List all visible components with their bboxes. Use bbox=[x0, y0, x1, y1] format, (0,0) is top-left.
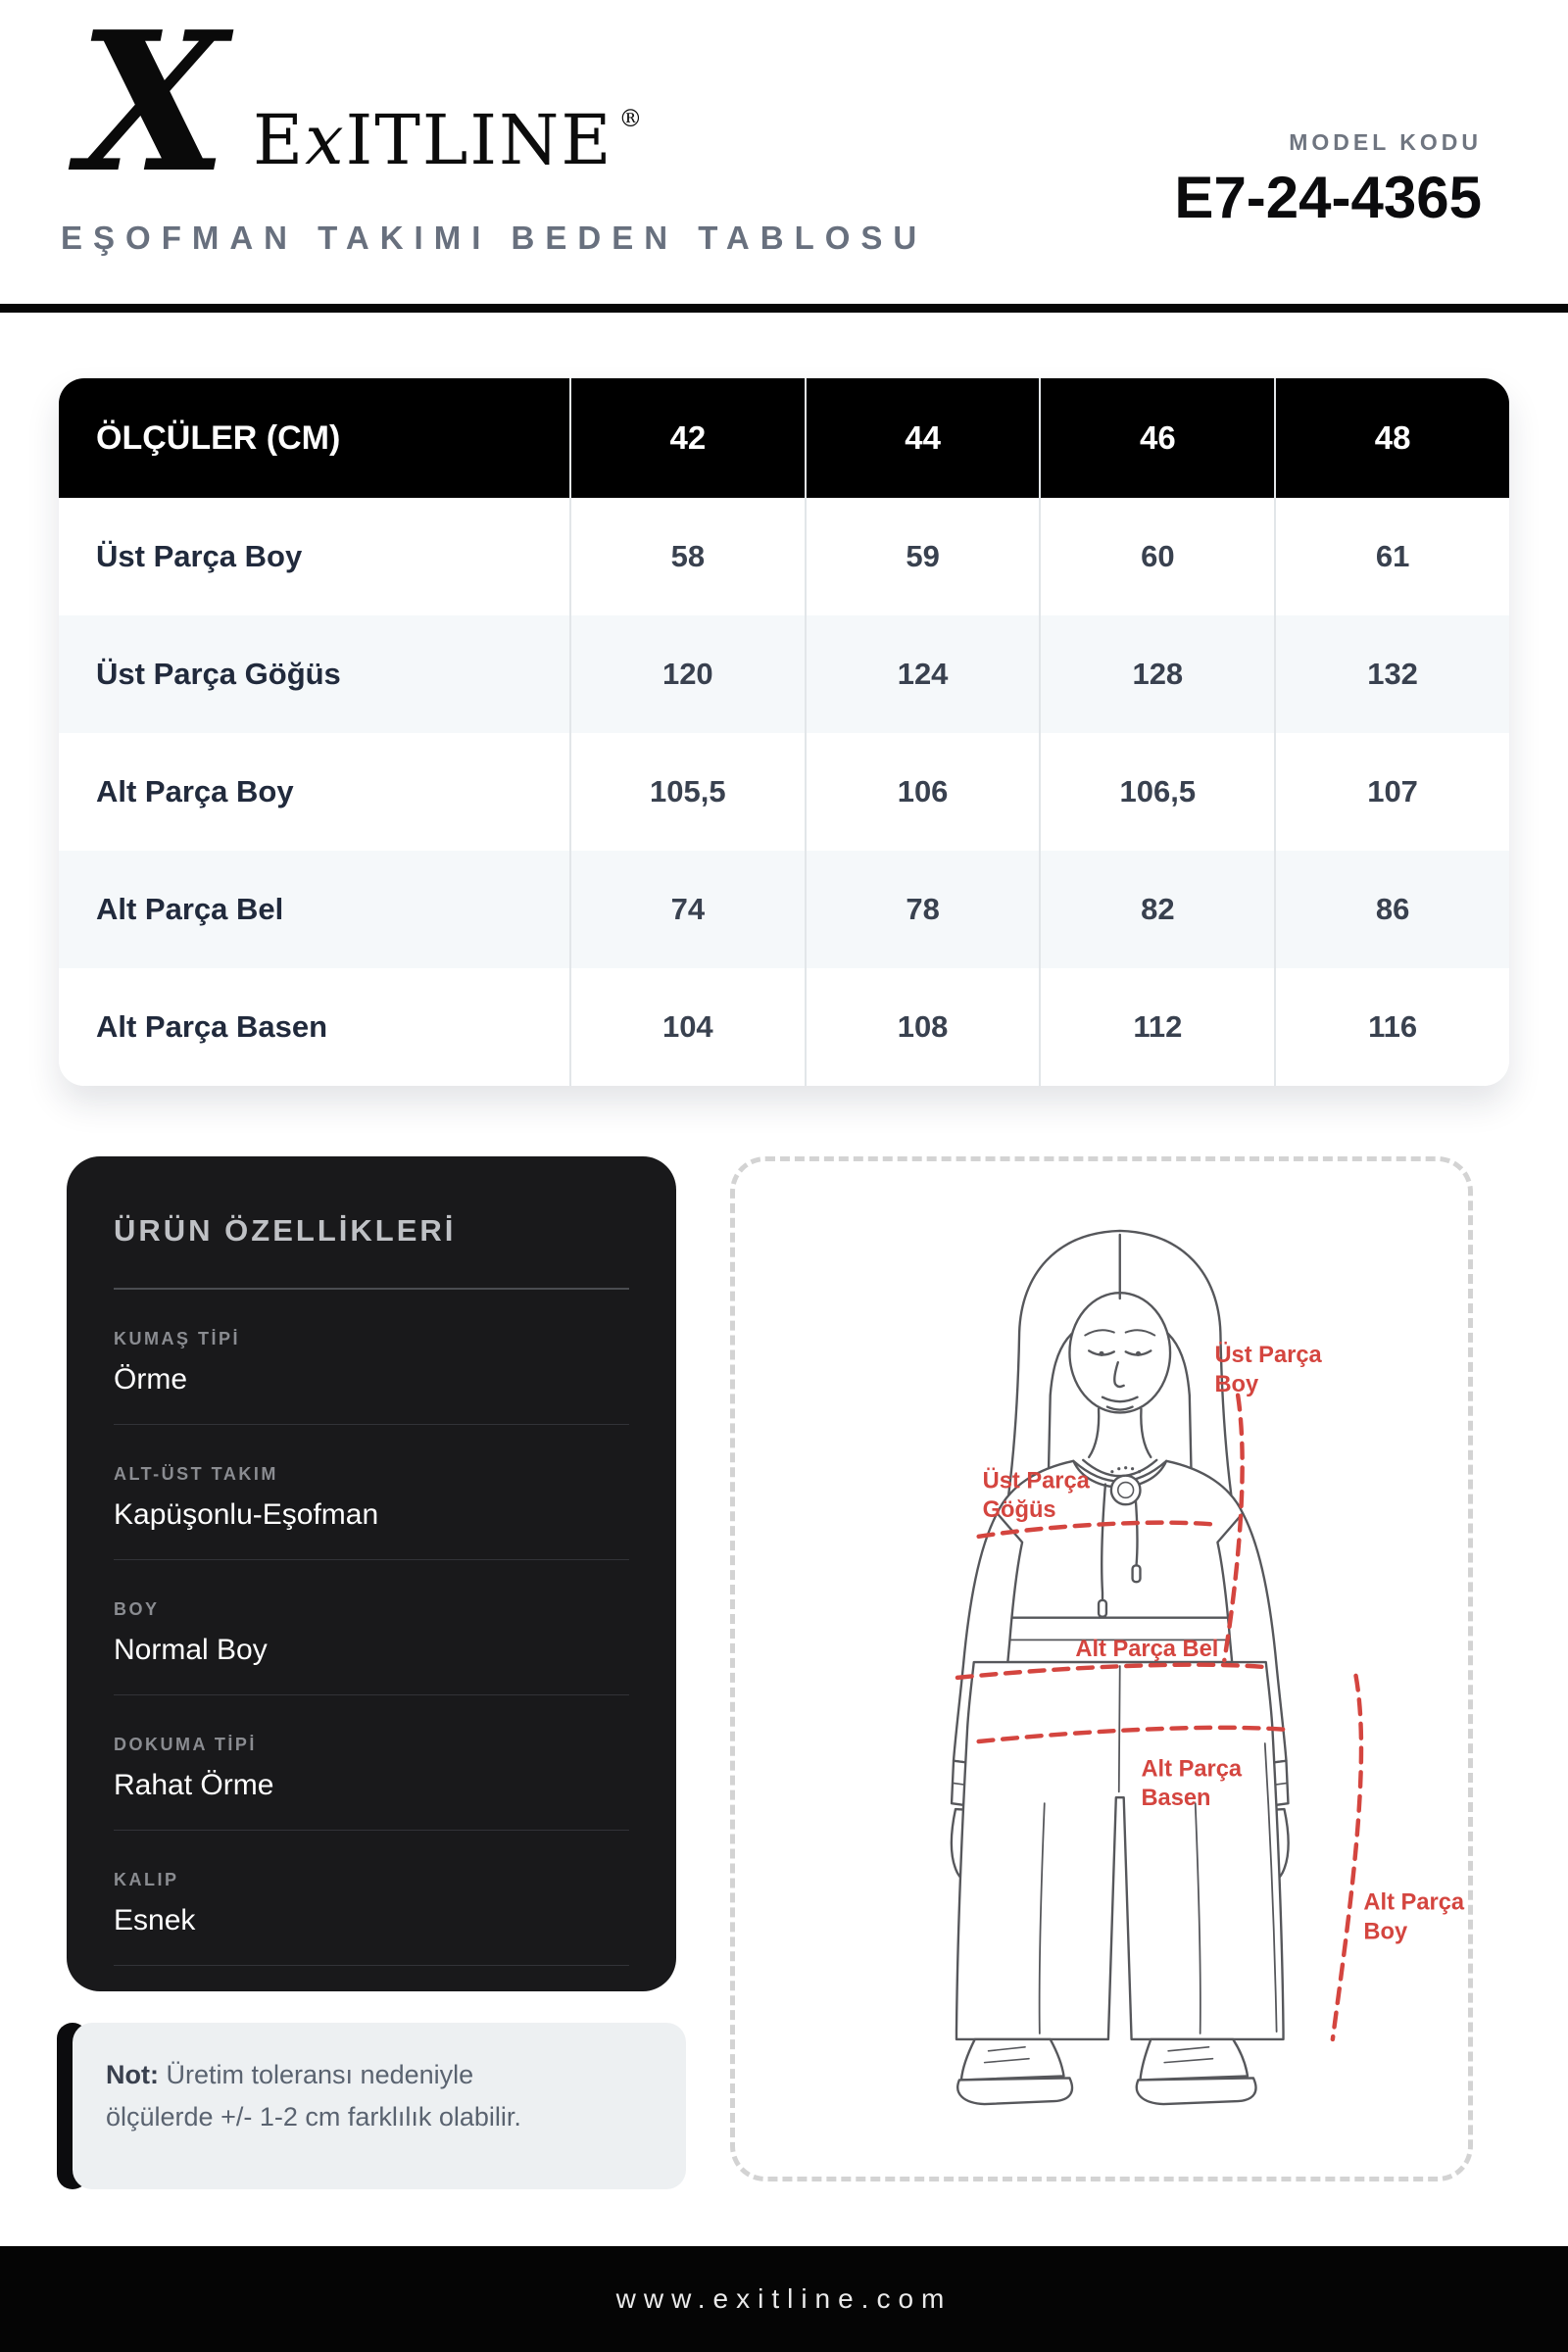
brand-logo-wordmark: ExITLINE ® bbox=[253, 84, 642, 174]
ust-parca-boy-label: Boy bbox=[1214, 1372, 1259, 1397]
note-line: ölçülerde +/- 1-2 cm farklılık olabilir. bbox=[106, 2102, 521, 2132]
website-url: www.exitline.com bbox=[615, 2283, 953, 2314]
note-prefix: Not: bbox=[106, 2060, 159, 2089]
table-row: Alt Parça Basen 104 108 112 116 bbox=[59, 968, 1509, 1086]
feature-label: ALT-ÜST TAKIM bbox=[114, 1464, 278, 1484]
row-label: Alt Parça Boy bbox=[96, 774, 294, 808]
feature-divider bbox=[114, 1559, 629, 1560]
alt-parca-basen-line bbox=[976, 1725, 1293, 1744]
header-divider bbox=[0, 304, 1568, 313]
cell-value: 60 bbox=[1039, 498, 1274, 615]
alt-parca-boy-label: Boy bbox=[1363, 1919, 1408, 1944]
logo-letter: E bbox=[253, 100, 306, 180]
ust-parca-gogus-label: Göğüs bbox=[983, 1497, 1056, 1523]
cell-value: 106 bbox=[804, 733, 1040, 851]
feature-divider bbox=[114, 1830, 629, 1831]
alt-parca-boy-line bbox=[1330, 1673, 1364, 2042]
alt-parca-bel-line bbox=[955, 1662, 1267, 1681]
product-features-panel: ÜRÜN ÖZELLİKLERİ KUMAŞ TİPİ Örme ALT-ÜST… bbox=[67, 1156, 676, 1991]
cell-value: 61 bbox=[1274, 498, 1509, 615]
tracksuit-figure-illustration: Üst Parça Boy Üst Parça Göğüs Alt Parça … bbox=[950, 1229, 1465, 2106]
table-row: Üst Parça Göğüs 120 124 128 132 bbox=[59, 615, 1509, 733]
note-body bbox=[73, 2023, 686, 2189]
model-code-value: E7-24-4365 bbox=[1174, 165, 1482, 230]
size-table: ÖLÇÜLER (CM) 42 44 46 48 Üst Parça Boy 5… bbox=[59, 378, 1509, 1086]
row-label: Alt Parça Bel bbox=[96, 892, 284, 926]
cell-value: 104 bbox=[568, 968, 805, 1086]
measurement-labels: Üst Parça Boy Üst Parça Göğüs Alt Parça … bbox=[983, 1342, 1465, 1944]
features-title: ÜRÜN ÖZELLİKLERİ bbox=[114, 1213, 457, 1248]
cell-value: 82 bbox=[1039, 851, 1274, 968]
registered-trademark-icon: ® bbox=[618, 105, 643, 132]
feature-value: Esnek bbox=[114, 1904, 196, 1936]
feature-divider bbox=[114, 1694, 629, 1695]
page-title: EŞOFMAN TAKIMI BEDEN TABLOSU bbox=[61, 220, 928, 256]
cell-value: 120 bbox=[568, 615, 805, 733]
model-code-label: MODEL KODU bbox=[1289, 129, 1482, 155]
brand-logo-x-mark: X bbox=[78, 0, 228, 216]
column-header-size: 46 bbox=[1039, 378, 1274, 498]
measurement-diagram: Üst Parça Boy Üst Parça Göğüs Alt Parça … bbox=[730, 1156, 1473, 2181]
column-header-measures: ÖLÇÜLER (CM) bbox=[96, 418, 341, 457]
table-row: Alt Parça Boy 105,5 106 106,5 107 bbox=[59, 733, 1509, 851]
note-line: Üretim toleransı nedeniyle bbox=[166, 2060, 474, 2089]
ust-parca-boy-line bbox=[1222, 1393, 1245, 1663]
row-label: Üst Parça Boy bbox=[96, 539, 303, 573]
ust-parca-boy-label: Üst Parça bbox=[1214, 1342, 1322, 1368]
cell-value: 108 bbox=[804, 968, 1040, 1086]
ust-parca-gogus-label: Üst Parça bbox=[983, 1467, 1091, 1494]
row-label: Alt Parça Basen bbox=[96, 1009, 328, 1044]
footer-bar: www.exitline.com bbox=[0, 2246, 1568, 2352]
ust-parca-gogus-line bbox=[976, 1520, 1221, 1540]
row-label: Üst Parça Göğüs bbox=[96, 657, 341, 691]
feature-label: DOKUMA TİPİ bbox=[114, 1735, 257, 1754]
alt-parca-bel-label: Alt Parça Bel bbox=[1075, 1637, 1218, 1662]
cell-value: 74 bbox=[568, 851, 805, 968]
cell-value: 86 bbox=[1274, 851, 1509, 968]
logo-letters: ITLINE bbox=[345, 100, 613, 180]
chest-emblem bbox=[1109, 1474, 1142, 1506]
column-header-size: 44 bbox=[804, 378, 1040, 498]
feature-divider bbox=[114, 1424, 629, 1425]
pants bbox=[955, 1660, 1285, 2041]
alt-parca-basen-label: Basen bbox=[1141, 1786, 1210, 1811]
feature-label: KALIP bbox=[114, 1870, 179, 1889]
feature-value: Rahat Örme bbox=[114, 1769, 274, 1801]
feature-value: Normal Boy bbox=[114, 1634, 268, 1666]
measurement-dashed-lines bbox=[955, 1393, 1364, 2042]
cell-value: 112 bbox=[1039, 968, 1274, 1086]
cell-value: 59 bbox=[804, 498, 1040, 615]
column-header-size: 48 bbox=[1274, 378, 1509, 498]
feature-value: Örme bbox=[114, 1363, 187, 1396]
alt-parca-boy-label: Alt Parça bbox=[1363, 1890, 1464, 1916]
size-table-header-row: ÖLÇÜLER (CM) 42 44 46 48 bbox=[59, 378, 1509, 498]
logo-script-x: x bbox=[305, 100, 346, 180]
cell-value: 78 bbox=[804, 851, 1040, 968]
feature-divider bbox=[114, 1965, 629, 1966]
note-text: Not: Üretim toleransı nedeniyle ölçülerd… bbox=[106, 2054, 655, 2138]
cell-value: 132 bbox=[1274, 615, 1509, 733]
cell-value: 128 bbox=[1039, 615, 1274, 733]
cell-value: 105,5 bbox=[568, 733, 805, 851]
alt-parca-basen-label: Alt Parça bbox=[1141, 1757, 1242, 1783]
feature-label: KUMAŞ TİPİ bbox=[114, 1329, 241, 1348]
cell-value: 106,5 bbox=[1039, 733, 1274, 851]
table-row: Üst Parça Boy 58 59 60 61 bbox=[59, 498, 1509, 615]
cell-value: 124 bbox=[804, 615, 1040, 733]
face bbox=[1068, 1291, 1172, 1414]
cell-value: 116 bbox=[1274, 968, 1509, 1086]
column-header-size: 42 bbox=[568, 378, 805, 498]
model-code-block: MODEL KODU E7-24-4365 bbox=[1174, 129, 1482, 231]
cell-value: 58 bbox=[568, 498, 805, 615]
tolerance-note: Not: Üretim toleransı nedeniyle ölçülerd… bbox=[57, 2023, 686, 2189]
table-row: Alt Parça Bel 74 78 82 86 bbox=[59, 851, 1509, 968]
feature-value: Kapüşonlu-Eşofman bbox=[114, 1498, 379, 1531]
cell-value: 107 bbox=[1274, 733, 1509, 851]
feature-label: BOY bbox=[114, 1599, 160, 1619]
features-title-divider bbox=[114, 1288, 629, 1290]
